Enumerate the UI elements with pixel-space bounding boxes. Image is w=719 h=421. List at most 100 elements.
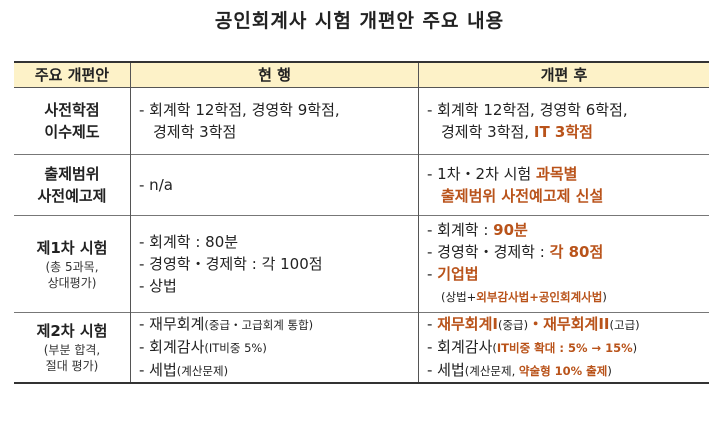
highlighted-text: ・재무회계II [528, 314, 610, 333]
current-line: - 재무회계(중급・고급회계 통합) [139, 313, 410, 336]
text-segment: 경제학 3학점 [153, 122, 237, 141]
highlighted-text: 기업법 [437, 265, 479, 283]
table-row: 사전학점 이수제도 - 회계학 12학점, 경영학 9학점, 경제학 3학점 - 회계학… [14, 87, 709, 154]
highlighted-text: 출제범위 사전예고제 신설 [441, 186, 604, 205]
text-segment: - n/a [139, 175, 173, 194]
row-sublabel: (부분 합격, [43, 343, 101, 357]
row-label: 이수제도 [44, 122, 100, 141]
reform-table: 주요 개편안 현 행 개편 후 사전학점 이수제도 - 회계학 12학점, 경영학 … [14, 61, 709, 384]
header-after: 개편 후 [418, 62, 709, 87]
current-content: - 재무회계(중급・고급회계 통합) - 회계감사(IT비중 5%) - 세법(계산… [131, 313, 418, 382]
after-cell: - 회계학 : 90분 - 경영학・경제학 : 각 80점 - 기업법 (상법+외부감… [418, 215, 709, 312]
current-cell: - 재무회계(중급・고급회계 통합) - 회계감사(IT비중 5%) - 세법(계산… [130, 312, 419, 383]
current-line: - 회계감사(IT비중 5%) [139, 336, 410, 359]
text-segment: - 세법 [427, 360, 465, 379]
current-line: - 회계학 12학점, 경영학 9학점, [139, 99, 410, 121]
table-row: 제1차 시험 (총 5과목, 상대평가) - 회계학 : 80분 - 경영학・경제학 :… [14, 215, 709, 312]
current-cell: - n/a [130, 154, 419, 215]
text-segment: - 회계학 : 80분 [139, 232, 239, 251]
row-sublabel: (총 5과목, [45, 259, 99, 274]
text-segment: - 세법 [139, 360, 177, 379]
current-content: - 회계학 : 80분 - 경영학・경제학 : 각 100점 - 상법 [131, 231, 418, 297]
highlighted-text: 과목별 [536, 164, 578, 183]
text-segment: - 회계학 12학점, 경영학 6학점, [427, 100, 628, 119]
highlighted-text: 각 80점 [549, 243, 604, 261]
text-segment: (중급) [497, 317, 529, 332]
after-cell: - 회계학 12학점, 경영학 6학점, 경제학 3학점, IT 3학점 [418, 87, 709, 154]
current-line: - 경영학・경제학 : 각 100점 [139, 253, 410, 275]
highlighted-text: IT비중 확대 : 5% → 15% [496, 340, 633, 355]
current-content: - 회계학 12학점, 경영학 9학점, 경제학 3학점 [131, 99, 418, 143]
after-line: - 기업법 [427, 263, 701, 285]
row-sublabel: 절대 평가) [45, 359, 99, 373]
row-label: 사전학점 [44, 100, 100, 119]
header-main-reform: 주요 개편안 [14, 62, 131, 87]
after-line: - 재무회계I(중급)・재무회계II(고급) [427, 313, 701, 336]
row-label-cell: 제1차 시험 (총 5과목, 상대평가) [14, 215, 131, 312]
header-current: 현 행 [130, 62, 419, 87]
after-cell: - 1차・2차 시험 과목별 출제범위 사전예고제 신설 [418, 154, 709, 215]
current-line: - n/a [139, 174, 410, 196]
text-segment: - 재무회계 [139, 314, 205, 333]
highlighted-text: 약술형 10% 출제 [518, 363, 608, 378]
text-segment: - 1차・2차 시험 [427, 164, 537, 183]
after-content: - 회계학 12학점, 경영학 6학점, 경제학 3학점, IT 3학점 [419, 99, 709, 143]
after-line: 경제학 3학점, IT 3학점 [427, 121, 701, 143]
current-line: 경제학 3학점 [139, 121, 410, 143]
current-content: - n/a [131, 174, 418, 196]
text-segment: ) [632, 340, 638, 355]
after-line: - 회계감사(IT비중 확대 : 5% → 15%) [427, 336, 701, 359]
after-line: - 회계학 12학점, 경영학 6학점, [427, 99, 701, 121]
current-line: - 상법 [139, 275, 410, 297]
text-segment: ( [492, 340, 497, 355]
after-line: (상법+외부감사법+공인회계사법) [427, 285, 701, 308]
highlighted-text: 재무회계I [437, 314, 498, 333]
row-label: 제1차 시험 [36, 238, 108, 257]
text-segment: - 회계학 : [427, 221, 494, 239]
after-line: - 1차・2차 시험 과목별 [427, 163, 701, 185]
text-segment: - 상법 [139, 276, 177, 295]
after-line: 출제범위 사전예고제 신설 [427, 185, 701, 207]
current-line: - 세법(계산문제) [139, 359, 410, 382]
text-segment: (계산문제, [464, 363, 519, 378]
current-line: - 회계학 : 80분 [139, 231, 410, 253]
after-content: - 회계학 : 90분 - 경영학・경제학 : 각 80점 - 기업법 (상법+외부감… [419, 219, 709, 308]
text-segment: - [427, 314, 438, 333]
table-header-row: 주요 개편안 현 행 개편 후 [14, 62, 709, 87]
current-cell: - 회계학 12학점, 경영학 9학점, 경제학 3학점 [130, 87, 419, 154]
after-content: - 1차・2차 시험 과목별 출제범위 사전예고제 신설 [419, 163, 709, 207]
highlighted-text: IT 3학점 [533, 122, 593, 141]
text-segment: - 회계학 12학점, 경영학 9학점, [139, 100, 340, 119]
table-row: 출제범위 사전예고제 - n/a - 1차・2차 시험 과목별 출제범위 사전예고제 신… [14, 154, 709, 215]
text-segment: (고급) [609, 317, 640, 332]
after-content: - 재무회계I(중급)・재무회계II(고급) - 회계감사(IT비중 확대 : 5… [419, 313, 709, 382]
text-segment: - 경영학・경제학 : 각 100점 [139, 254, 323, 273]
text-segment: (중급・고급회계 통합) [204, 317, 314, 332]
text-segment: (상법+ [441, 290, 477, 304]
row-sublabel: 상대평가) [47, 275, 97, 290]
text-segment: 경제학 3학점, [441, 122, 534, 141]
current-cell: - 회계학 : 80분 - 경영학・경제학 : 각 100점 - 상법 [130, 215, 419, 312]
text-segment: - 경영학・경제학 : [427, 243, 550, 261]
row-label: 사전예고제 [37, 186, 107, 205]
after-cell: - 재무회계I(중급)・재무회계II(고급) - 회계감사(IT비중 확대 : 5… [418, 312, 709, 383]
row-label: 제2차 시험 [36, 322, 108, 340]
text-segment: - [427, 265, 438, 283]
row-label-cell: 제2차 시험 (부분 합격, 절대 평가) [14, 312, 131, 383]
text-segment: (계산문제) [176, 363, 229, 378]
highlighted-text: 외부감사법+공인회계사법 [476, 290, 603, 304]
text-segment: ) [602, 290, 607, 304]
after-line: - 세법(계산문제, 약술형 10% 출제) [427, 359, 701, 382]
text-segment: - 회계감사 [139, 337, 205, 356]
after-line: - 회계학 : 90분 [427, 219, 701, 241]
page-title: 공인회계사 시험 개편안 주요 내용 [214, 10, 505, 32]
row-label: 출제범위 [44, 164, 100, 183]
after-line: - 경영학・경제학 : 각 80점 [427, 241, 701, 263]
table-row: 제2차 시험 (부분 합격, 절대 평가) - 재무회계(중급・고급회계 통합) - 회… [14, 312, 709, 383]
text-segment: - 회계감사 [427, 337, 493, 356]
text-segment: ) [607, 363, 612, 378]
text-segment: (IT비중 5%) [204, 340, 267, 355]
highlighted-text: 90분 [493, 221, 528, 239]
